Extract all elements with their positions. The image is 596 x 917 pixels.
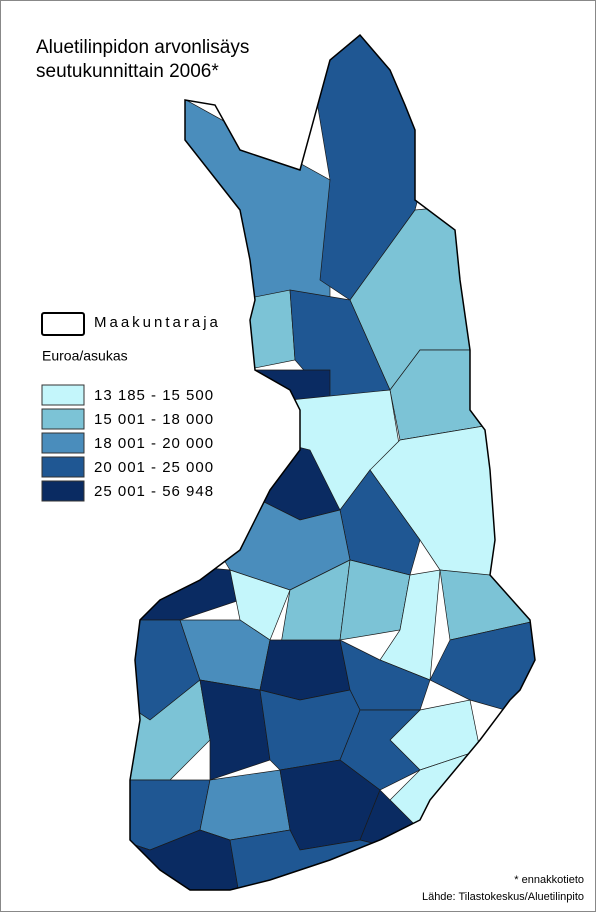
legend-swatch [41, 432, 85, 454]
boundary-swatch [41, 312, 85, 336]
title-line: seutukunnittain 2006* [36, 61, 219, 82]
region [259, 639, 351, 701]
boundary-label: Maakuntaraja [94, 314, 221, 331]
footnote: * ennakkotieto [514, 874, 584, 886]
legend-label: 18 001 - 20 000 [94, 435, 214, 452]
source: Lähde: Tilastokeskus/Aluetilinpito [422, 891, 584, 903]
region [199, 679, 271, 781]
legend-swatch [41, 456, 85, 478]
legend-label: 20 001 - 25 000 [94, 459, 214, 476]
legend-heading: Euroa/asukas [42, 348, 128, 364]
title-line: Aluetilinpidon arvonlisäys [36, 37, 249, 58]
country-outline [129, 33, 536, 891]
legend-label: 25 001 - 56 948 [94, 483, 214, 500]
legend-swatch [41, 408, 85, 430]
legend-label: 15 001 - 18 000 [94, 411, 214, 428]
region [199, 769, 291, 841]
legend-label: 13 185 - 15 500 [94, 387, 214, 404]
legend: 13 185 - 15 500 15 001 - 18 000 18 001 - 2… [41, 384, 214, 502]
legend-swatch [41, 480, 85, 502]
legend-swatch [41, 384, 85, 406]
